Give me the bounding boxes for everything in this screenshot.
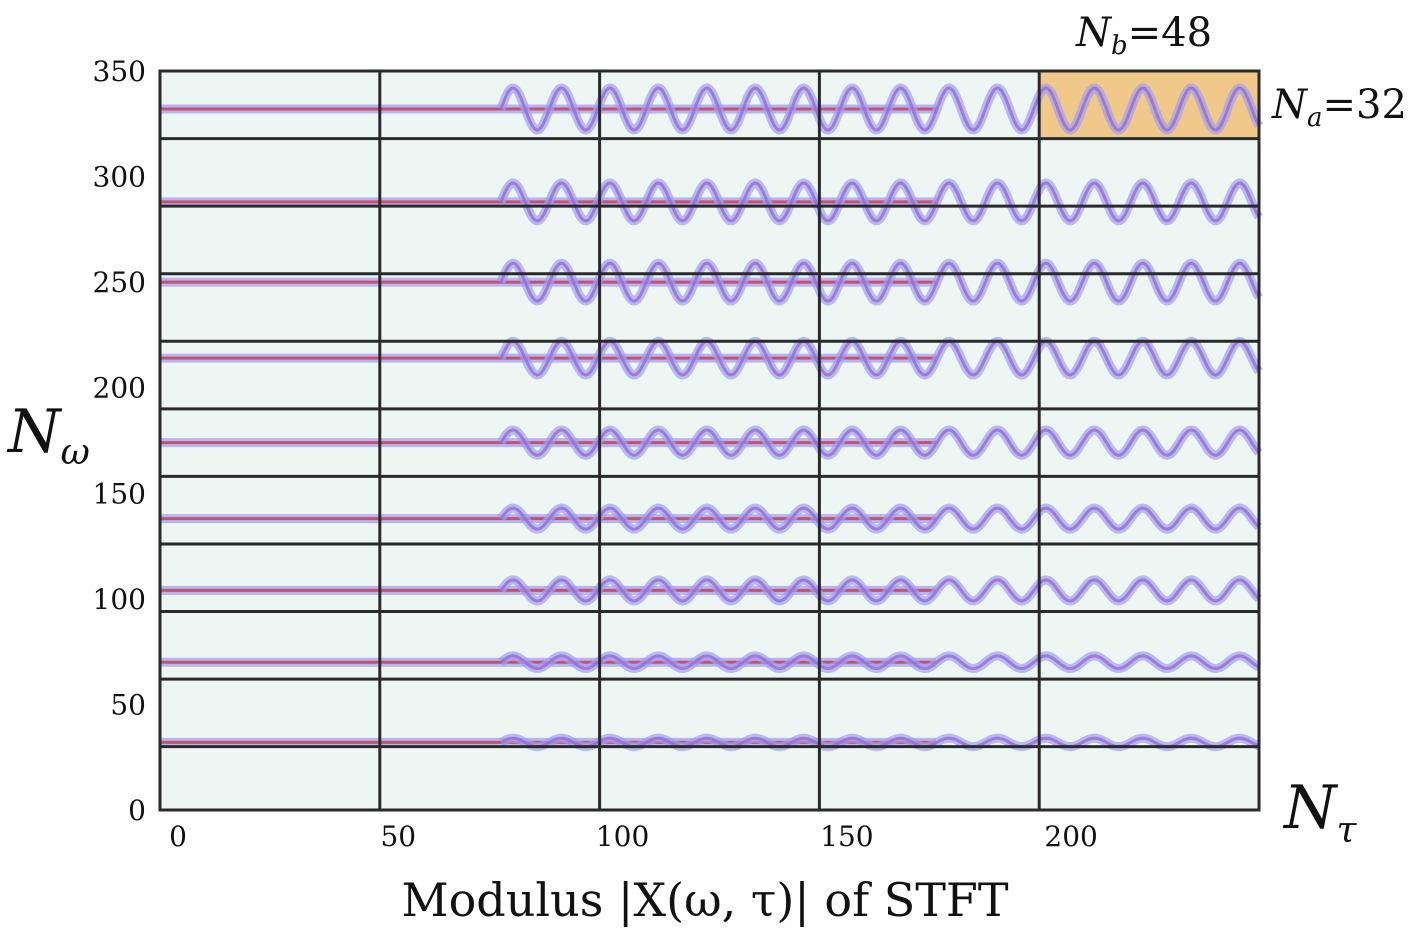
nb-annotation: Nb=48 [1075,10,1212,61]
y-tick-label: 100 [93,583,146,616]
modulated-tone [499,428,1261,457]
modulated-tone [499,261,1261,303]
y-tick-label: 300 [93,161,146,194]
modulated-tone [499,339,1261,377]
x-tick-label: 0 [169,820,187,853]
y-tick-label: 200 [93,372,146,405]
y-axis-symbol: Nω [6,397,90,473]
x-tick-label: 200 [1044,820,1097,853]
plot-frame [158,69,1261,812]
y-tick-label: 50 [110,688,146,721]
x-tick-label: 150 [820,820,873,853]
modulated-tone [499,654,1260,670]
spectrogram-marks [160,83,1264,752]
modulated-tone [499,578,1261,603]
modulated-tone [499,86,1261,132]
y-tick-labels: 0 50 100 150 200 250 300 350 [93,55,146,827]
y-tick-label: 350 [93,55,146,88]
y-tick-label: 250 [93,266,146,299]
block-grid [158,69,1261,812]
modulated-tone [499,506,1261,531]
x-axis-label: Modulus |X(ω, τ)| of STFT [401,873,1008,927]
x-tick-labels: 0 50 100 150 200 [169,820,1098,853]
na-annotation: Na=32 [1271,82,1407,133]
x-tick-label: 50 [380,820,416,853]
y-tick-label: 0 [128,794,146,827]
modulated-tone [499,181,1261,223]
x-tick-label: 100 [596,820,649,853]
x-axis-symbol: Nτ [1282,773,1358,851]
y-tick-label: 150 [93,477,146,510]
